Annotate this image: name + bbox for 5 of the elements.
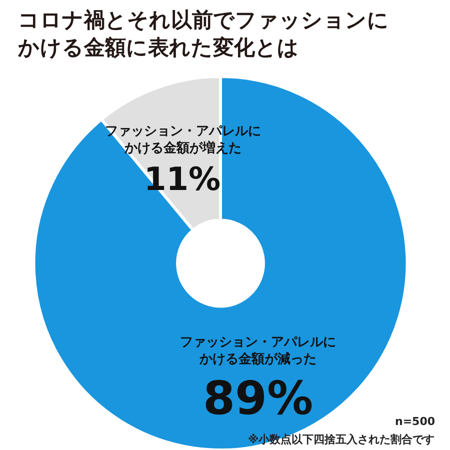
chart-title: コロナ禍とそれ以前でファッションにかける金額に表れた変化とは [17,8,389,60]
data-label: 89% [203,371,314,425]
text: n=500 [395,415,436,428]
slice-label: ファッション・アパレルにかける金額が減った [180,335,336,367]
data-label: 11% [144,160,221,198]
